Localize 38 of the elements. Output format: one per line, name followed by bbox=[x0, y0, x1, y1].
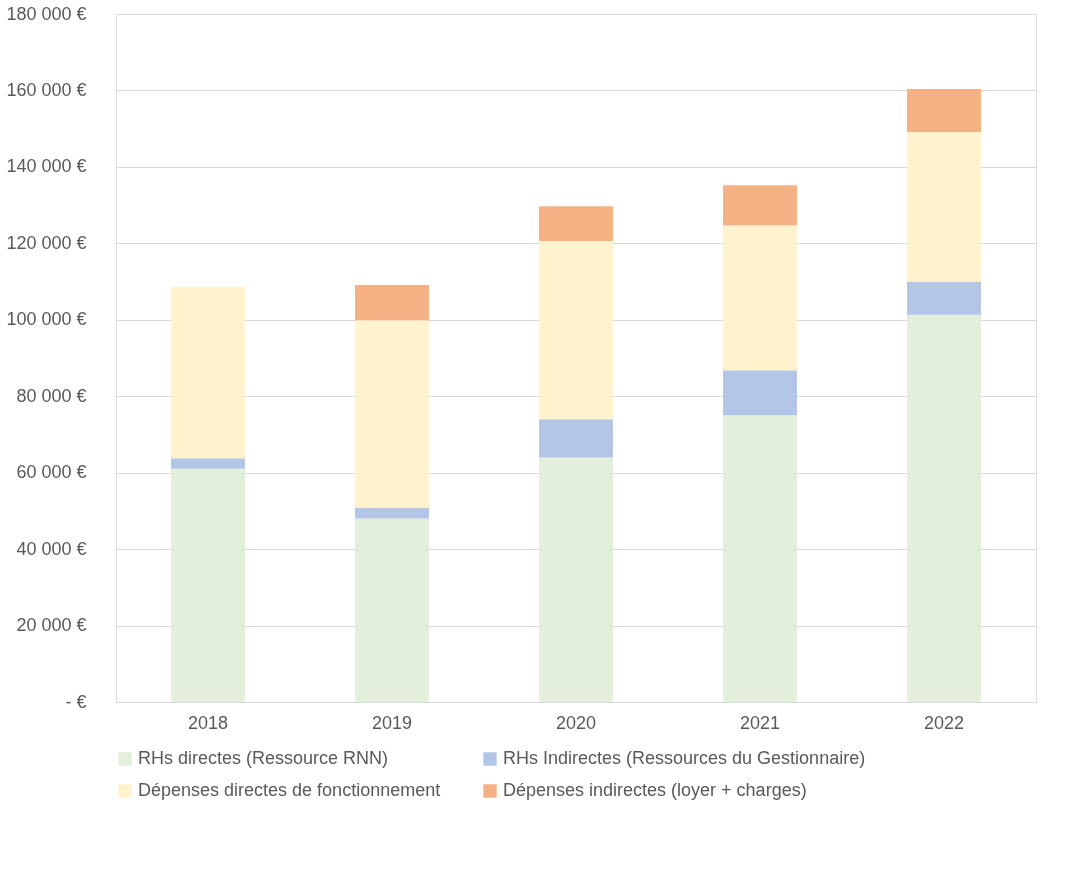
bar bbox=[171, 468, 245, 702]
bar bbox=[355, 518, 429, 702]
bar bbox=[171, 458, 245, 469]
x-tick-label: 2022 bbox=[923, 712, 965, 733]
bar bbox=[539, 457, 613, 702]
y-tick-label: 120 000 € bbox=[6, 232, 87, 253]
y-tick-label: - € bbox=[65, 691, 87, 712]
x-tick-label: 2019 bbox=[371, 712, 413, 733]
legend-label: Dépenses directes de fonctionnement bbox=[138, 780, 441, 800]
y-tick-label: 20 000 € bbox=[16, 615, 87, 636]
y-tick-label: 180 000 € bbox=[6, 3, 87, 24]
y-tick-label: 80 000 € bbox=[16, 385, 87, 406]
x-tick-label: 2018 bbox=[187, 712, 229, 733]
bar bbox=[723, 370, 797, 416]
bar bbox=[723, 185, 797, 226]
x-tick-label: 2020 bbox=[555, 712, 597, 733]
y-tick-label: 40 000 € bbox=[16, 538, 87, 559]
bar bbox=[907, 314, 981, 702]
bar bbox=[171, 286, 245, 459]
bar bbox=[907, 132, 981, 282]
legend-label: Dépenses indirectes (loyer + charges) bbox=[503, 780, 807, 800]
x-tick-label: 2021 bbox=[739, 712, 781, 733]
bar bbox=[907, 88, 981, 133]
bar bbox=[723, 225, 797, 371]
y-tick-label: 160 000 € bbox=[6, 79, 87, 100]
legend-label: RHs directes (Ressource RNN) bbox=[138, 748, 389, 768]
bar bbox=[355, 320, 429, 508]
bar bbox=[539, 241, 613, 420]
bar bbox=[723, 415, 797, 702]
bar bbox=[355, 507, 429, 519]
bar bbox=[355, 285, 429, 321]
y-tick-label: 60 000 € bbox=[16, 462, 87, 483]
bar bbox=[539, 419, 613, 458]
bar bbox=[539, 206, 613, 242]
bar bbox=[907, 281, 981, 315]
y-tick-label: 140 000 € bbox=[6, 156, 87, 177]
legend-label: RHs Indirectes (Ressources du Gestionnaire) bbox=[503, 748, 866, 768]
y-tick-label: 100 000 € bbox=[6, 309, 87, 330]
